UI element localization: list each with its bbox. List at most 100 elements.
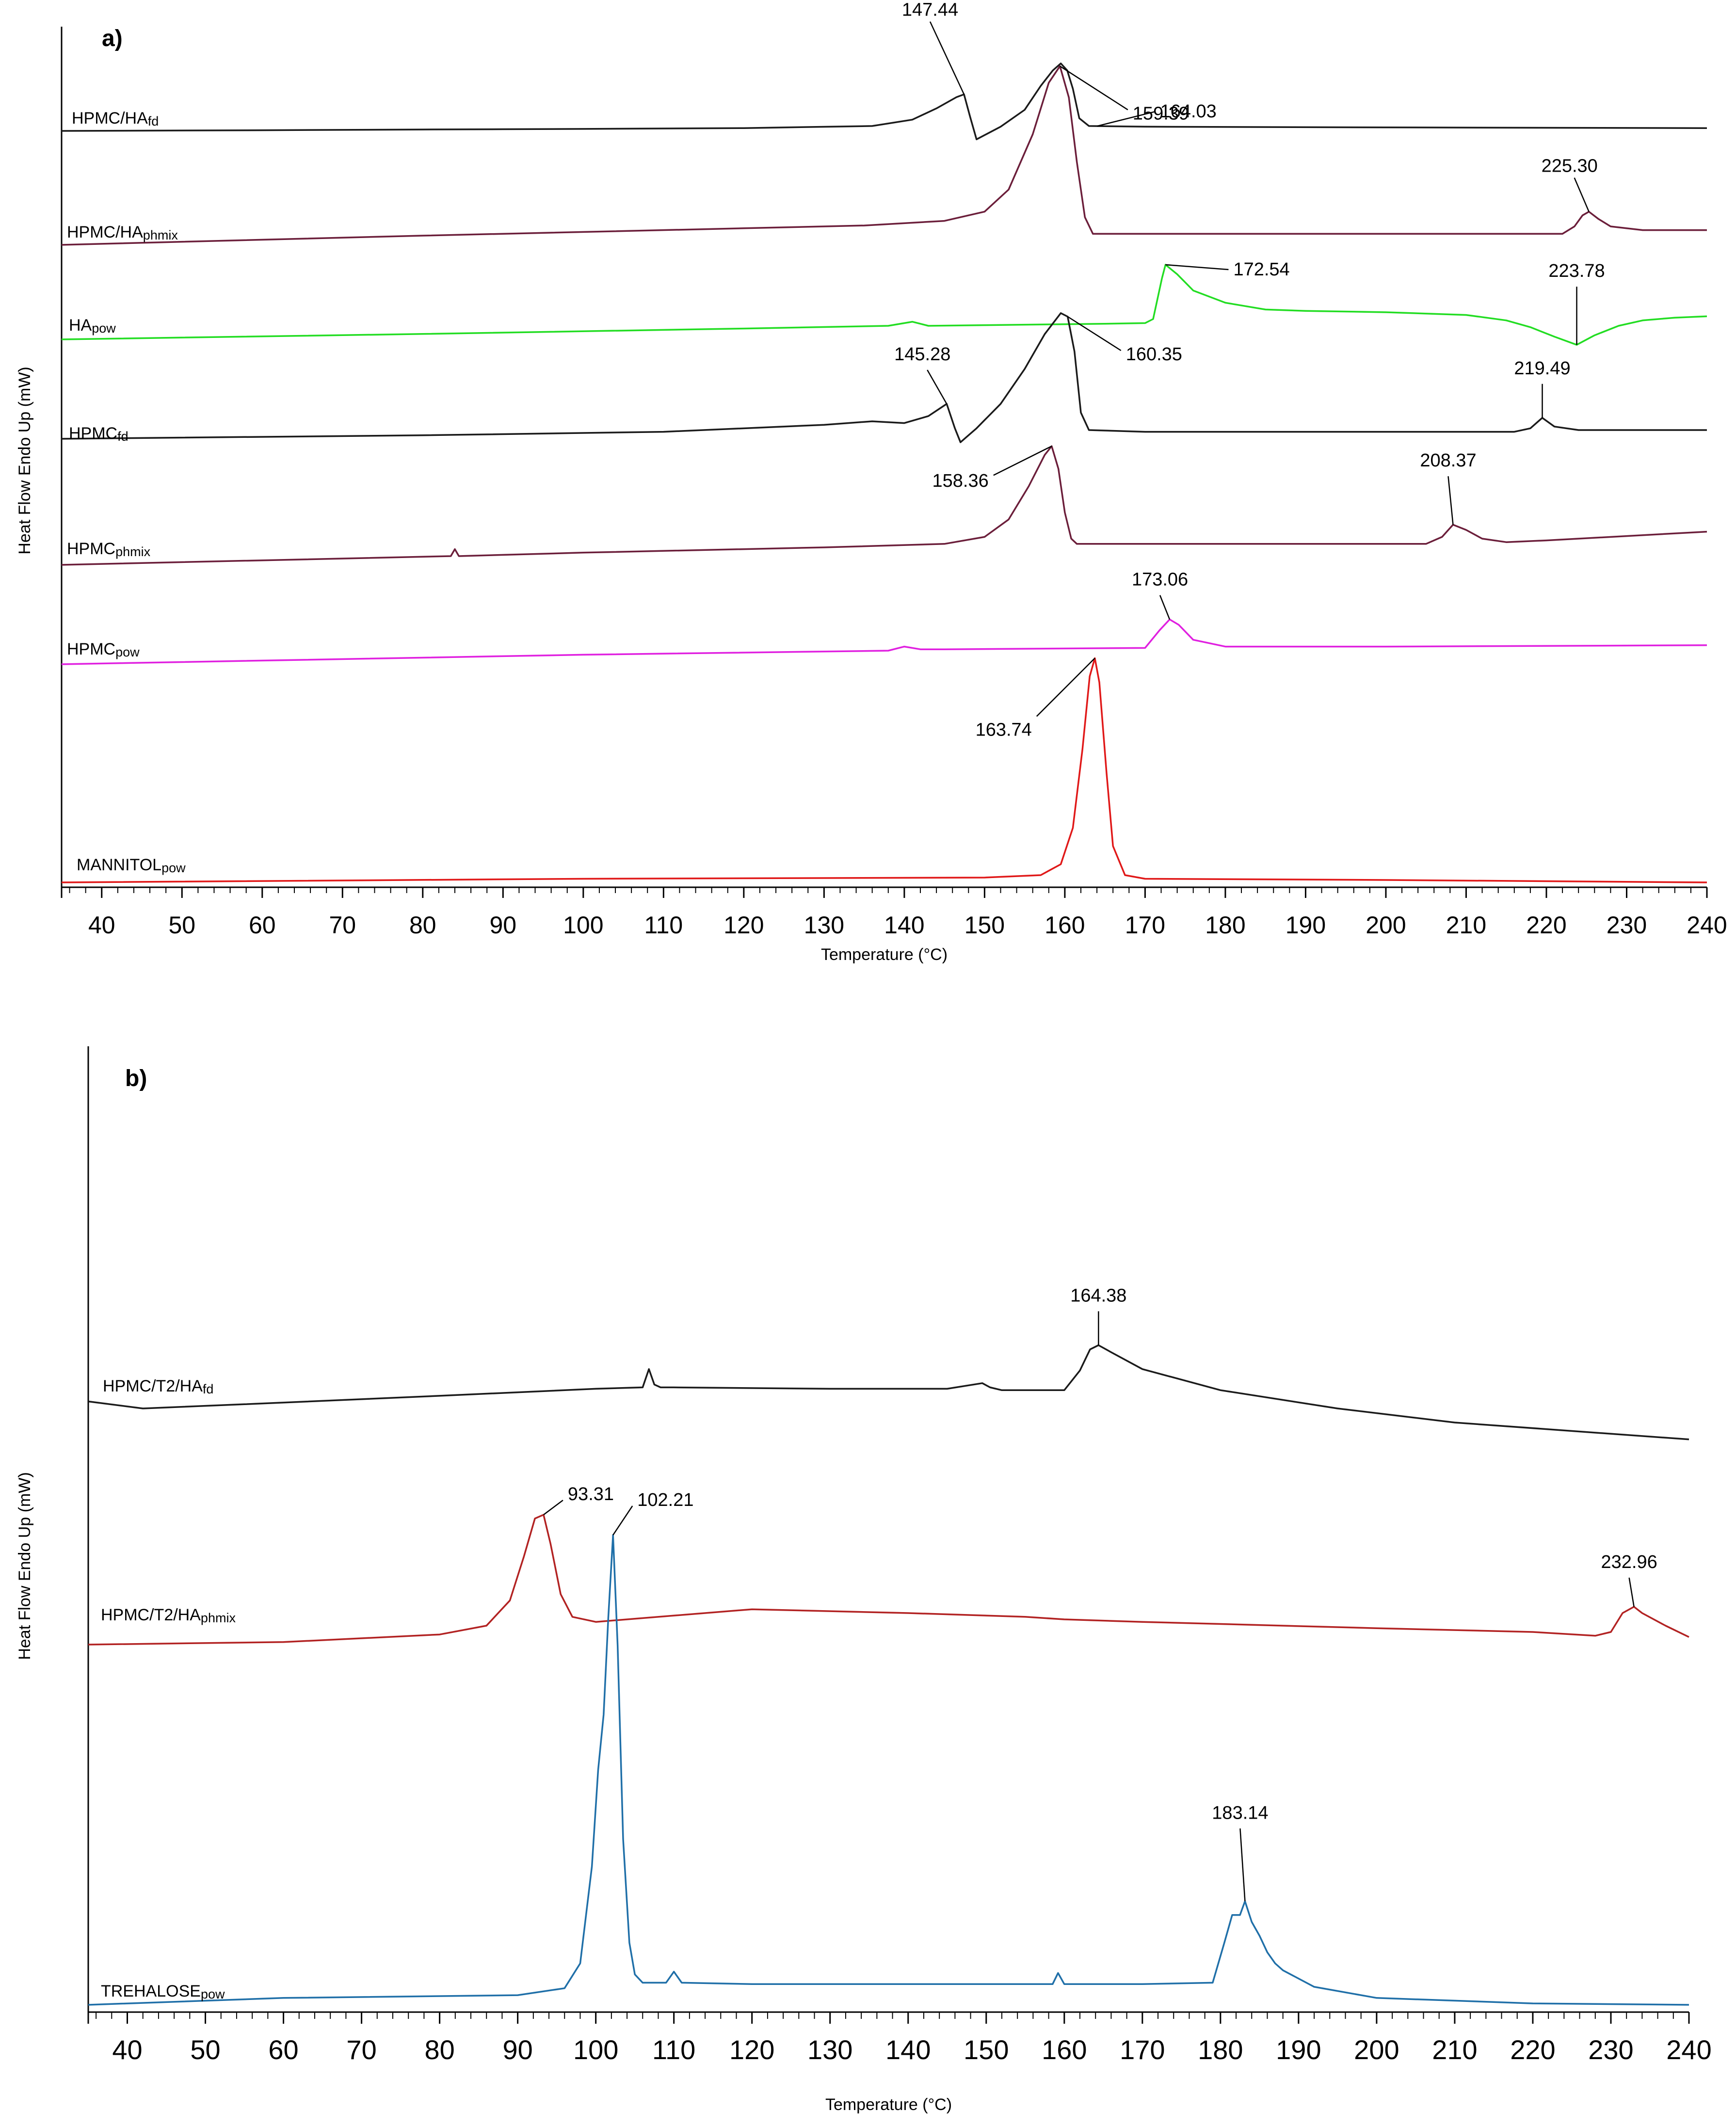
series-HPMC/T2/HAphmix: HPMC/T2/HAphmix 93.31 232.96 — [88, 1484, 1689, 1646]
series-TREHALOSEpow: TREHALOSEpow 102.21 183.14 — [88, 1490, 1689, 2006]
x-tick-label: 200 — [1366, 912, 1406, 939]
series-label: HPMCphmix — [67, 540, 151, 559]
peak-label: 183.14 — [1212, 1803, 1268, 1823]
x-tick-label: 120 — [729, 2034, 774, 2065]
x-tick-label: 230 — [1588, 2034, 1633, 2065]
peak-label: 145.28 — [894, 344, 950, 365]
x-tick-label: 150 — [964, 912, 1005, 939]
x-tick-label: 90 — [490, 912, 517, 939]
peak-label: 158.36 — [932, 471, 989, 491]
y-axis-label: Heat Flow Endo Up (mW) — [16, 367, 34, 554]
trace-HPMC/HAphmix — [61, 65, 1707, 246]
peak-label: 208.37 — [1420, 450, 1476, 471]
peak-leader — [1447, 476, 1454, 525]
trace-HPMCfd — [61, 312, 1707, 443]
peak-label: 219.49 — [1514, 358, 1570, 379]
peak-leader — [993, 446, 1052, 476]
peak-leader — [1159, 595, 1171, 620]
peak-leader — [1036, 657, 1095, 717]
trace-HPMC/HAfd — [61, 63, 1707, 141]
x-tick-label: 40 — [88, 912, 115, 939]
series-HPMCpow: HPMCpow 173.06 — [61, 570, 1707, 665]
x-tick-label: 220 — [1510, 2034, 1555, 2065]
trace-HPMCpow — [61, 618, 1707, 665]
x-tick-label: 60 — [268, 2034, 298, 2065]
series-HPMC/HAfd: HPMC/HAfd 147.44 164.03 — [61, 0, 1707, 141]
x-tick-label: 90 — [502, 2034, 532, 2065]
peak-label: 173.06 — [1132, 570, 1188, 590]
trace-HPMCphmix — [61, 445, 1707, 566]
series-HApow: HApow 172.54 223.78 — [61, 259, 1707, 346]
peak-label: 102.21 — [637, 1490, 693, 1510]
peak-leader — [1067, 316, 1122, 352]
x-tick-label: 100 — [573, 2034, 618, 2065]
series-label: MANNITOLpow — [77, 856, 186, 875]
peak-leader — [1097, 111, 1156, 127]
series-label: HPMCfd — [69, 424, 129, 444]
x-tick-label: 240 — [1666, 2034, 1711, 2065]
series-HPMCphmix: HPMCphmix 158.36 208.37 — [61, 445, 1707, 566]
x-tick-label: 170 — [1120, 2034, 1165, 2065]
x-tick-label: 140 — [885, 2034, 931, 2065]
peak-label: 232.96 — [1601, 1552, 1657, 1572]
x-tick-label: 190 — [1276, 2034, 1321, 2065]
x-tick-label: 100 — [563, 912, 603, 939]
peak-leader — [1239, 1828, 1246, 1902]
series-label: HPMC/HAfd — [72, 109, 159, 128]
panel-tag: b) — [125, 1066, 147, 1091]
x-tick-label: 40 — [112, 2034, 142, 2065]
x-tick-label: 200 — [1354, 2034, 1399, 2065]
x-tick-label: 130 — [807, 2034, 852, 2065]
x-tick-label: 210 — [1432, 2034, 1477, 2065]
x-tick-label: 70 — [346, 2034, 376, 2065]
peak-leader — [1574, 177, 1590, 212]
x-tick-label: 180 — [1198, 2034, 1243, 2065]
peak-label: 223.78 — [1548, 261, 1605, 281]
series-MANNITOLpow: MANNITOLpow 163.74 — [61, 657, 1707, 883]
trace-HPMC/T2/HAfd — [88, 1344, 1689, 1440]
peak-leader — [612, 1505, 633, 1535]
x-tick-label: 50 — [168, 912, 195, 939]
peak-label: 160.35 — [1126, 344, 1182, 365]
x-tick-label: 140 — [884, 912, 924, 939]
x-axis-label: Temperature (°C) — [821, 945, 948, 964]
peak-label: 172.54 — [1233, 259, 1289, 280]
x-tick-label: 110 — [652, 2034, 695, 2065]
x-tick-label: 80 — [409, 912, 436, 939]
trace-HPMC/T2/HAphmix — [88, 1514, 1689, 1646]
series-label: HPMC/T2/HAphmix — [101, 1606, 236, 1625]
series-label: HApow — [69, 316, 116, 336]
x-tick-label: 50 — [190, 2034, 220, 2065]
series-HPMC/T2/HAfd: HPMC/T2/HAfd 164.38 — [88, 1286, 1689, 1440]
x-tick-label: 220 — [1526, 912, 1566, 939]
x-tick-label: 130 — [804, 912, 844, 939]
panel-tag: a) — [102, 26, 123, 51]
x-tick-label: 170 — [1125, 912, 1165, 939]
x-tick-label: 70 — [329, 912, 356, 939]
series-HPMC/HAphmix: HPMC/HAphmix 159.39 225.30 — [61, 65, 1707, 246]
x-tick-label: 110 — [644, 912, 683, 939]
trace-MANNITOLpow — [61, 657, 1707, 883]
peak-leader — [929, 21, 965, 95]
peak-label: 147.44 — [902, 0, 958, 20]
panel-a: a) 40 50 60 70 80 90 100 110 120 130 140 150 160 170 18… — [16, 0, 1727, 964]
x-tick-label: 150 — [964, 2034, 1009, 2065]
series-label: HPMCpow — [67, 640, 140, 659]
peak-leader — [1165, 264, 1229, 271]
series-label: HPMC/HAphmix — [67, 223, 178, 242]
x-tick-label: 210 — [1446, 912, 1486, 939]
peak-label: 164.03 — [1160, 101, 1217, 122]
trace-HApow — [61, 264, 1707, 346]
peak-leader — [1628, 1577, 1635, 1607]
y-axis-label: Heat Flow Endo Up (mW) — [16, 1472, 34, 1660]
x-tick-label: 180 — [1205, 912, 1245, 939]
x-tick-label: 240 — [1687, 912, 1727, 939]
series-label: TREHALOSEpow — [101, 1982, 225, 2001]
peak-label: 163.74 — [976, 720, 1032, 740]
trace-TREHALOSEpow — [88, 1534, 1689, 2006]
x-tick-label: 60 — [249, 912, 276, 939]
peak-label: 164.38 — [1070, 1286, 1126, 1306]
x-tick-label: 190 — [1286, 912, 1326, 939]
x-axis-label: Temperature (°C) — [825, 2095, 952, 2114]
